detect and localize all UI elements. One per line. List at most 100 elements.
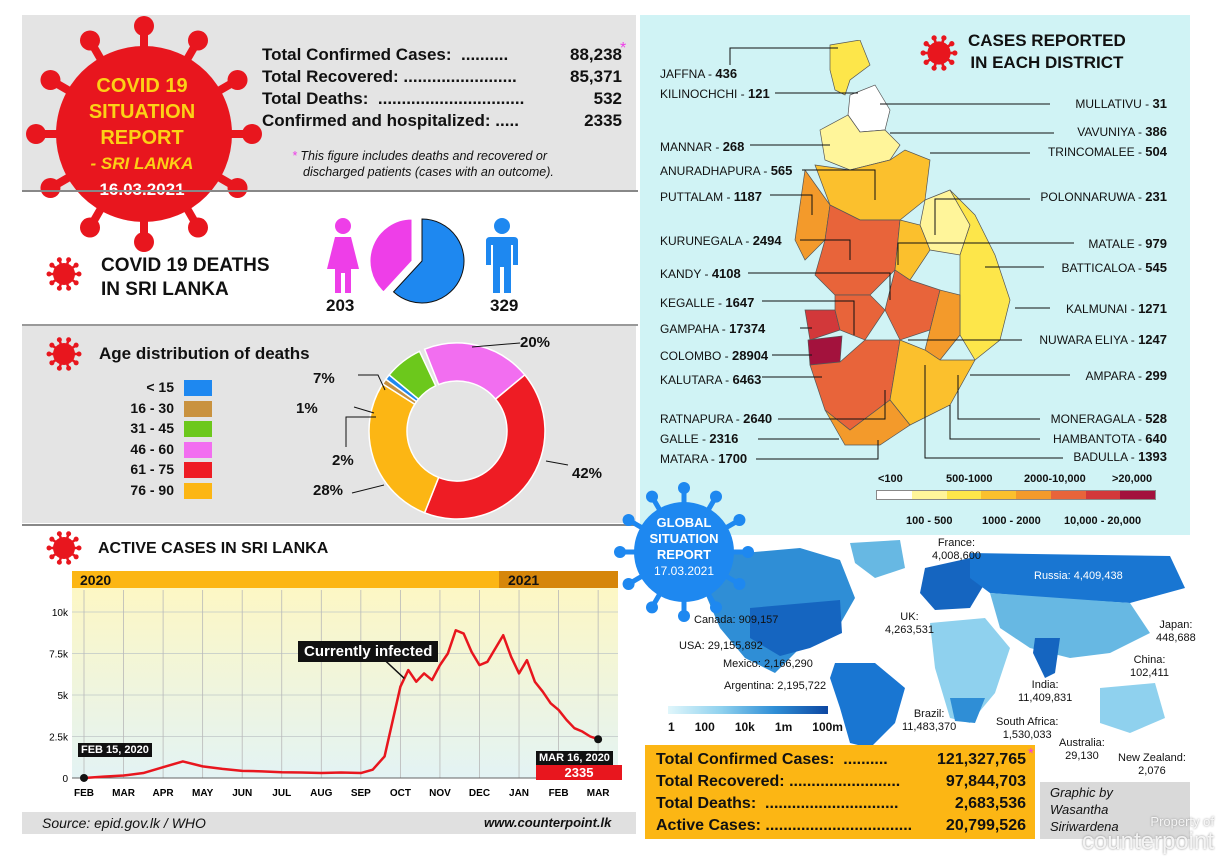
donut-slice — [423, 373, 546, 520]
legend-top-3: >20,000 — [1112, 473, 1153, 485]
map-south-africa-region — [950, 698, 985, 723]
deaths-title-line2: IN SRI LANKA — [101, 279, 229, 300]
country-name: Japan: — [1159, 619, 1193, 631]
sl-stat-value: 532 — [593, 89, 622, 108]
site-url[interactable]: www.counterpoint.lk — [484, 815, 612, 830]
report-virus-badge — [26, 16, 262, 252]
country-value: 4,008,600 — [932, 550, 981, 562]
district-virus-icon — [920, 35, 958, 71]
district-name: AMPARA - — [1085, 369, 1142, 383]
virus-spike-tip — [134, 16, 154, 36]
virus-spike-tip — [941, 35, 947, 41]
global-stat-value: 2,683,536 — [954, 795, 1026, 812]
district-value: 2640 — [743, 411, 773, 426]
country-label-brazil: Brazil: 11,483,370 — [902, 708, 956, 734]
global-stat-dots: .......... — [843, 751, 888, 768]
footnote: * This figure includes deaths and recove… — [292, 148, 554, 180]
sl-stat-row: Total Confirmed Cases: .......... 88,238 — [262, 44, 622, 66]
scale-label: 10k — [734, 720, 755, 734]
country-value: 102,411 — [1130, 667, 1169, 679]
virus-spike-tip — [678, 610, 690, 622]
district-value: 640 — [1145, 431, 1167, 446]
start-point — [80, 773, 88, 782]
country-name: Canada: — [694, 614, 736, 626]
virus-spike-tip — [26, 124, 46, 144]
age-legend-label: 46 - 60 — [130, 440, 174, 457]
global-stat-row: Total Confirmed Cases: .......... 121,327… — [656, 749, 1026, 771]
x-tick-label: FEB — [549, 788, 569, 799]
map-india — [1033, 638, 1060, 678]
virus-spike-tip — [49, 342, 55, 348]
global-badge-line1: GLOBAL — [656, 515, 712, 530]
district-name: KEGALLE - — [660, 296, 723, 310]
sl-stat-label: Confirmed and hospitalized: — [262, 111, 491, 130]
map-europe — [920, 558, 985, 610]
deaths-virus-icon — [46, 257, 82, 291]
virus-spike-tip — [49, 360, 55, 366]
country-name: Australia: — [1059, 737, 1105, 749]
deaths-title-line1: COVID 19 DEATHS — [101, 255, 270, 276]
annotation-label: Currently infected — [298, 641, 439, 662]
credit-line3: Siriwardena — [1050, 819, 1119, 834]
district-label-anuradhapura: ANURADHAPURA - 565 — [660, 163, 792, 178]
legend-bottom-1: 1000 - 2000 — [982, 515, 1041, 527]
asterisk-mark: * — [620, 40, 627, 57]
age-donut — [368, 342, 546, 520]
virus-spike-tip — [646, 601, 658, 614]
x-tick-label: JUN — [232, 788, 252, 799]
x-tick-label: SEP — [351, 788, 371, 799]
district-value: 1271 — [1138, 301, 1167, 316]
x-tick-label: NOV — [429, 788, 451, 799]
district-name: MANNAR - — [660, 140, 720, 154]
district-label-polonnaruwa: POLONNARUWA - 231 — [1040, 189, 1167, 204]
country-value: 4,409,438 — [1073, 570, 1123, 582]
virus-spike-tip — [56, 257, 62, 263]
sl-stat-value: 85,371 — [570, 67, 622, 86]
age-swatch — [184, 482, 212, 499]
virus-spike-tip — [66, 531, 72, 537]
virus-spike-tip — [73, 536, 79, 542]
map-asia — [990, 593, 1150, 658]
country-value: 11,409,831 — [1018, 692, 1073, 704]
donut-slice — [388, 350, 437, 401]
district-name: GAMPAHA - — [660, 322, 726, 336]
district-value: 1247 — [1138, 332, 1167, 347]
district-name: POLONNARUWA - — [1040, 190, 1142, 204]
end-label: MAR 16, 2020 — [536, 751, 613, 765]
pct-label-28: 28% — [313, 482, 344, 499]
map-australia — [1100, 683, 1165, 733]
country-name: India: — [1031, 679, 1059, 691]
district-name: TRINCOMALEE - — [1047, 145, 1142, 159]
global-badge-date: 17.03.2021 — [653, 564, 715, 578]
virus-spike-tip — [227, 178, 248, 198]
active-virus-icon — [46, 531, 82, 565]
x-tick-label: MAR — [587, 788, 611, 799]
virus-spike-tip — [949, 41, 955, 47]
district-title-line1: CASES REPORTED — [968, 31, 1126, 50]
age-legend-item: 16 - 30 — [100, 398, 212, 419]
virus-spike-tip — [646, 490, 658, 503]
watermark-line1: Property of — [1150, 814, 1214, 829]
female-icon — [327, 218, 359, 293]
district-label-kalutara: KALUTARA - 6463 — [660, 372, 761, 387]
district-label-galle: GALLE - 2316 — [660, 431, 738, 446]
x-tick-label: JAN — [509, 788, 529, 799]
country-label-china: China: 102,411 — [1130, 654, 1169, 680]
x-tick-label: MAR — [112, 788, 136, 799]
country-value: 2,195,722 — [777, 680, 827, 692]
virus-spike-tip — [931, 65, 937, 71]
country-label-usa: USA: 29,155,892 — [679, 640, 763, 652]
district-value: 1647 — [725, 295, 755, 310]
virus-spike-tip — [73, 262, 79, 268]
country-label-new-zealand: New Zealand: 2,076 — [1118, 752, 1186, 778]
map-greenland — [850, 540, 905, 578]
global-stat-label: Active Cases: — [656, 817, 761, 834]
country-label-argentina: Argentina: 2,195,722 — [724, 680, 826, 692]
district-panel — [640, 15, 1190, 535]
district-value: 386 — [1145, 124, 1167, 139]
virus-spike-tip — [56, 337, 62, 343]
country-value: 29,130 — [1065, 750, 1099, 762]
virus-spike-tip — [49, 262, 55, 268]
credit-panel — [1040, 782, 1190, 839]
virus-spike-tip — [188, 217, 208, 238]
